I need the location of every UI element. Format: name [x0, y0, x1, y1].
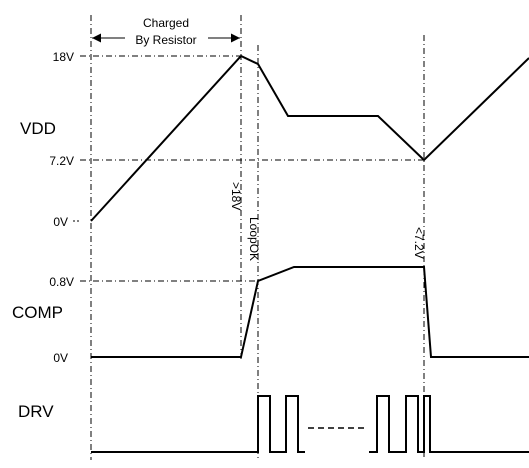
- drv-waveform-start: [91, 395, 305, 453]
- vdd-waveform: [90, 54, 529, 222]
- vdd-label: VDD: [20, 119, 56, 138]
- drv-label: DRV: [18, 402, 54, 421]
- vdd-tick-0v: 0V: [53, 215, 68, 229]
- annotation-line2: By Resistor: [135, 33, 196, 47]
- charged-annotation: Charged By Resistor: [92, 16, 240, 47]
- annotation-line1: Charged: [143, 16, 189, 30]
- comp-tick-0v8: 0.8V: [49, 275, 74, 289]
- vdd-tick-18v: 18V: [53, 50, 74, 64]
- drv-waveform-end: [369, 395, 529, 453]
- event-loopok: LoopOK: [247, 217, 261, 261]
- comp-tick-0v: 0V: [53, 351, 68, 365]
- vdd-tick-7v2: 7.2V: [49, 154, 74, 168]
- comp-waveform: [91, 266, 529, 358]
- event-under-7v2: <7.2V: [412, 227, 426, 259]
- event-over-18v: >18V: [229, 182, 243, 210]
- comp-label: COMP: [12, 303, 63, 322]
- horizontal-guides: [80, 55, 424, 282]
- vertical-guides: [90, 15, 425, 460]
